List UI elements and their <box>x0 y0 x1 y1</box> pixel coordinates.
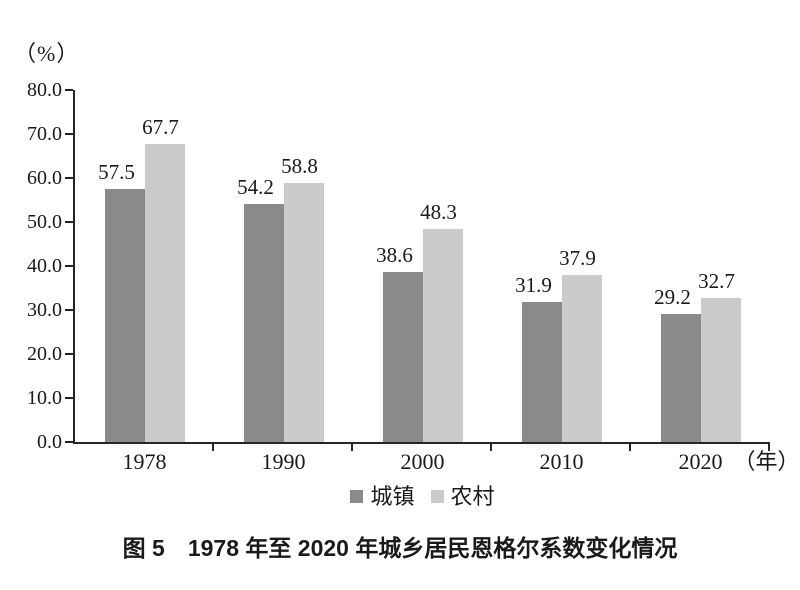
bar-urban-2000 <box>382 272 423 442</box>
y-axis-unit-label: （%） <box>14 41 80 66</box>
data-label-rural-2000: 48.3 <box>420 200 457 225</box>
x-tick-mark <box>629 442 631 451</box>
y-tick-mark <box>65 221 73 223</box>
y-tick-mark <box>65 397 73 399</box>
data-label-urban-2010: 31.9 <box>515 272 552 297</box>
legend: 城镇 农村 <box>75 479 770 511</box>
x-tick-label-2000: 2000 <box>400 449 445 474</box>
bar-rural-2010 <box>561 275 602 442</box>
legend-item-rural: 农村 <box>430 479 495 511</box>
y-tick-label: 20.0 <box>27 343 62 365</box>
x-tick-mark <box>212 442 214 451</box>
data-label-rural-2010: 37.9 <box>559 246 596 271</box>
y-tick-label: 10.0 <box>27 387 62 409</box>
x-axis-line <box>73 442 770 444</box>
y-tick-mark <box>65 133 73 135</box>
x-tick-mark <box>351 442 353 451</box>
urban-series-swatch <box>350 489 364 503</box>
legend-label-urban: 城镇 <box>370 484 415 509</box>
legend-label-rural: 农村 <box>450 484 495 509</box>
data-label-urban-1990: 54.2 <box>237 174 274 199</box>
bar-urban-2020 <box>660 313 701 442</box>
x-tick-mark <box>768 442 770 451</box>
y-tick-mark <box>65 309 73 311</box>
rural-series-swatch <box>430 489 444 503</box>
data-label-urban-2020: 29.2 <box>654 284 691 309</box>
x-tick-label-1978: 1978 <box>122 449 167 474</box>
bar-urban-1978 <box>104 189 145 442</box>
y-tick-mark <box>65 265 73 267</box>
data-label-rural-2020: 32.7 <box>698 269 735 294</box>
data-label-urban-1978: 57.5 <box>98 160 135 184</box>
x-tick-label-2020: 2020 <box>678 449 723 474</box>
legend-item-urban: 城镇 <box>350 479 415 511</box>
y-axis-line <box>73 90 75 444</box>
x-tick-label-2010: 2010 <box>539 449 584 474</box>
y-tick-mark <box>65 89 73 91</box>
y-tick-label: 30.0 <box>27 299 62 321</box>
figure-caption: 图 5 1978 年至 2020 年城乡居民恩格尔系数变化情况 <box>122 535 678 561</box>
data-label-rural-1990: 58.8 <box>281 154 318 179</box>
bar-urban-2010 <box>521 301 562 442</box>
y-tick-label: 50.0 <box>27 211 62 233</box>
bar-rural-1978 <box>144 144 185 442</box>
bar-rural-1990 <box>283 183 324 442</box>
bar-rural-2000 <box>422 229 463 442</box>
x-tick-mark <box>490 442 492 451</box>
y-tick-label: 80.0 <box>27 79 62 101</box>
bar-urban-1990 <box>243 203 284 442</box>
y-tick-label: 60.0 <box>27 167 62 189</box>
y-tick-label: 40.0 <box>27 255 62 277</box>
x-tick-label-1990: 1990 <box>261 449 306 474</box>
bar-rural-2020 <box>700 298 741 442</box>
y-tick-label: 70.0 <box>27 123 62 145</box>
data-label-rural-1978: 67.7 <box>142 115 179 140</box>
y-tick-mark <box>65 177 73 179</box>
x-axis-unit-label: （年） <box>733 449 800 474</box>
y-tick-label: 0.0 <box>37 431 62 453</box>
y-tick-mark <box>65 353 73 355</box>
data-label-urban-2000: 38.6 <box>376 243 413 268</box>
y-tick-mark <box>65 441 73 443</box>
